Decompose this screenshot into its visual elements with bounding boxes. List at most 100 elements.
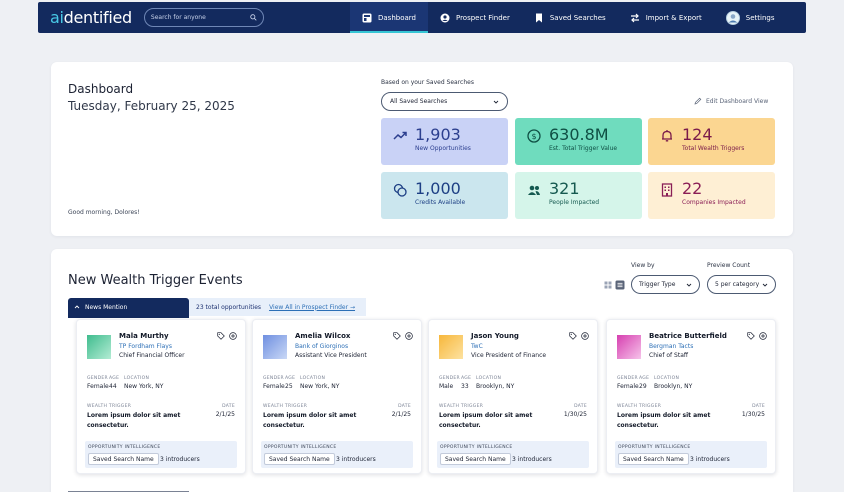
opportunities-bar: 23 total opportunities View All in Prosp… — [189, 298, 366, 316]
preview-count-label: Preview Count — [707, 262, 751, 269]
saved-search-chip[interactable]: Saved Search Name — [618, 453, 689, 465]
prospect-card[interactable]: Beatrice Butterfield Bergman Tacts Chief… — [606, 319, 776, 474]
add-circle-icon[interactable] — [759, 332, 767, 340]
svg-text:$: $ — [531, 132, 536, 141]
stat-new-opportunities[interactable]: 1,903 New Opportunities — [381, 118, 508, 165]
wealth-trigger-value: Lorem ipsum dolor sit amet consectetur. — [263, 412, 357, 429]
prospect-company[interactable]: Bank of Giorginos — [295, 343, 349, 350]
nav-import-export[interactable]: Import & Export — [618, 2, 714, 33]
prospect-company[interactable]: TP Fordham Flays — [119, 343, 172, 350]
pencil-icon — [694, 97, 702, 105]
add-circle-icon[interactable] — [581, 332, 589, 340]
introducers-count[interactable]: 3 introducers — [160, 455, 200, 463]
search-input[interactable]: Search for anyone — [143, 8, 264, 27]
nav-settings-label: Settings — [745, 13, 775, 22]
prospect-company[interactable]: Bergman Tacts — [649, 343, 694, 350]
stat-label: Est. Total Trigger Value — [549, 145, 618, 152]
view-all-link[interactable]: View All in Prospect Finder → — [269, 303, 356, 311]
date-value: 1/30/25 — [563, 411, 587, 418]
grid-view-icon[interactable] — [604, 281, 612, 289]
introducers-count[interactable]: 3 introducers — [336, 455, 376, 463]
age-value: 29 — [639, 383, 647, 390]
wealth-trigger-value: Lorem ipsum dolor sit amet consectetur. — [617, 412, 711, 429]
stat-people-impacted[interactable]: 321 People Impacted — [515, 172, 642, 219]
gender-label: GENDER — [87, 376, 108, 381]
bell-icon — [662, 130, 672, 142]
introducers-count[interactable]: 3 introducers — [690, 455, 730, 463]
location-label: LOCATION — [124, 376, 150, 381]
prospect-name[interactable]: Jason Young — [471, 332, 519, 340]
nav-settings[interactable]: Settings — [714, 2, 787, 33]
saved-search-chip[interactable]: Saved Search Name — [440, 453, 511, 465]
oi-label: OPPORTUNITY INTELLIGENCE — [618, 445, 691, 450]
prospect-name[interactable]: Beatrice Butterfield — [649, 332, 727, 340]
nav-dashboard[interactable]: Dashboard — [350, 2, 428, 33]
prospect-card[interactable]: Mala Murthy TP Fordham Flays Chief Finan… — [76, 319, 246, 474]
saved-search-select-value: All Saved Searches — [390, 98, 448, 105]
prospect-name[interactable]: Mala Murthy — [119, 332, 169, 340]
prospect-card[interactable]: Amelia Wilcox Bank of Giorginos Assistan… — [252, 319, 422, 474]
stat-companies-impacted[interactable]: 22 Companies Impacted — [648, 172, 775, 219]
logo-prefix: ai — [50, 8, 64, 27]
avatar — [439, 335, 463, 359]
demographic-labels: GENDER AGE LOCATION — [439, 376, 501, 381]
add-circle-icon[interactable] — [405, 332, 413, 340]
avatar-icon — [725, 10, 740, 25]
saved-search-chip[interactable]: Saved Search Name — [264, 453, 335, 465]
nav-dashboard-label: Dashboard — [378, 13, 416, 22]
nav-prospect-finder-label: Prospect Finder — [455, 13, 510, 22]
opportunity-intelligence: OPPORTUNITY INTELLIGENCE Saved Search Na… — [437, 441, 589, 468]
page-title: Dashboard — [68, 82, 134, 96]
tag-icon[interactable] — [747, 332, 755, 340]
date-value: 2/1/25 — [215, 411, 235, 418]
nav-prospect-finder[interactable]: Prospect Finder — [428, 2, 522, 33]
location-value: New York, NY — [300, 383, 340, 390]
dashboard-icon — [362, 13, 372, 22]
nav-import-export-label: Import & Export — [645, 13, 702, 22]
prospect-title: Assistant Vice President — [295, 352, 367, 359]
age-label: AGE — [639, 376, 650, 381]
nav-saved-searches[interactable]: Saved Searches — [522, 2, 618, 33]
tag-icon[interactable] — [217, 332, 225, 340]
preview-count-select[interactable]: 5 per category — [707, 275, 776, 294]
tab-news-mention[interactable]: News Mention — [68, 298, 189, 316]
location-label: LOCATION — [654, 376, 680, 381]
saved-search-select[interactable]: All Saved Searches — [381, 92, 508, 111]
saved-search-chip[interactable]: Saved Search Name — [88, 453, 159, 465]
stat-trigger-value[interactable]: $ 630.8M Est. Total Trigger Value — [515, 118, 642, 165]
list-view-icon[interactable] — [615, 280, 625, 290]
add-circle-icon[interactable] — [229, 332, 237, 340]
chevron-up-icon — [74, 305, 80, 309]
date-label: DATE — [398, 404, 411, 409]
stat-credits[interactable]: 1,000 Credits Available — [381, 172, 508, 219]
demographic-values: Female 44 New York, NY — [87, 383, 163, 390]
prospect-name[interactable]: Amelia Wilcox — [295, 332, 351, 340]
prospect-company[interactable]: TwC — [471, 343, 483, 350]
view-by-select[interactable]: Trigger Type — [631, 275, 700, 294]
oi-label: OPPORTUNITY INTELLIGENCE — [440, 445, 513, 450]
tag-icon[interactable] — [569, 332, 577, 340]
gender-label: GENDER — [263, 376, 284, 381]
stat-value: 1,000 — [415, 179, 461, 198]
total-opportunities: 23 total opportunities — [196, 303, 262, 311]
prospect-title: Chief of Staff — [649, 352, 689, 359]
stat-wealth-triggers[interactable]: 124 Total Wealth Triggers — [648, 118, 775, 165]
gender-value: Female — [87, 383, 109, 390]
based-on-label: Based on your Saved Searches — [381, 79, 474, 86]
date-label: DATE — [222, 404, 235, 409]
age-value: 33 — [461, 383, 469, 390]
app-logo[interactable]: aidentified — [50, 8, 132, 27]
wealth-trigger-label: WEALTH TRIGGER — [263, 404, 308, 409]
logo-suffix: dentified — [63, 8, 133, 27]
prospect-card[interactable]: Jason Young TwC Vice President of Financ… — [428, 319, 598, 474]
edit-dashboard-view-button[interactable]: Edit Dashboard View — [694, 97, 768, 105]
stat-label: People Impacted — [549, 199, 600, 206]
avatar — [617, 335, 641, 359]
wealth-trigger-label: WEALTH TRIGGER — [617, 404, 662, 409]
demographic-labels: GENDER AGE LOCATION — [87, 376, 149, 381]
tag-icon[interactable] — [393, 332, 401, 340]
chevron-down-icon — [493, 100, 499, 104]
demographic-values: Male 33 Brooklyn, NY — [439, 383, 514, 390]
preview-count-value: 5 per category — [715, 281, 760, 288]
introducers-count[interactable]: 3 introducers — [512, 455, 552, 463]
